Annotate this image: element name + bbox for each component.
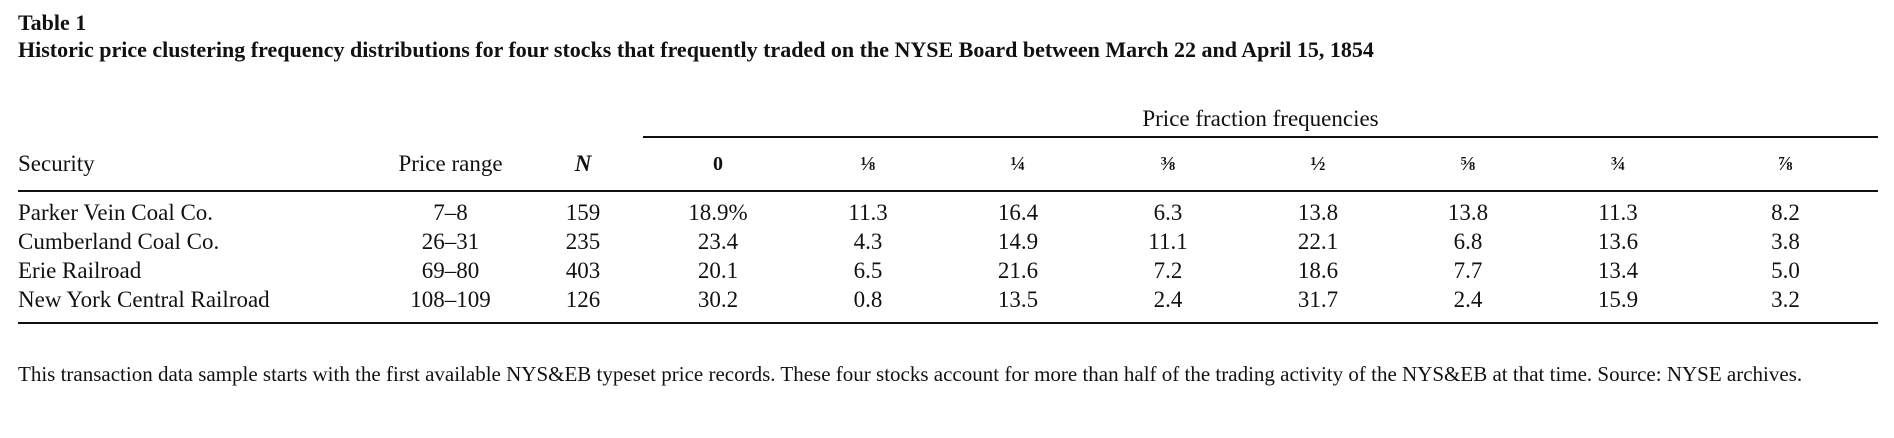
cell-frequency: 13.4 <box>1597 257 1639 283</box>
group-header-price-fraction-frequencies: Price fraction frequencies <box>643 94 1878 138</box>
table-row: Erie Railroad 69–80 403 20.1 6.5 21.6 7.… <box>18 256 1878 285</box>
table-row: Cumberland Coal Co. 26–31 235 23.4 4.3 1… <box>18 227 1878 256</box>
cell-frequency: 30.2 <box>643 285 793 324</box>
cell-frequency: 2.4 <box>1093 285 1243 324</box>
table-label: Table 1 <box>18 10 87 35</box>
cell-frequency: 13.8 <box>1447 199 1489 225</box>
cell-n: 126 <box>523 285 643 324</box>
cell-frequency: 5.0 <box>1771 257 1800 283</box>
cell-frequency: 11.3 <box>1598 199 1638 225</box>
table-row: Parker Vein Coal Co. 7–8 159 18.9% 11.3 … <box>18 191 1878 227</box>
header-n: N <box>523 137 643 192</box>
cell-frequency: 21.6 <box>997 257 1039 283</box>
cell-frequency: 4.3 <box>853 228 883 254</box>
cell-security: New York Central Railroad <box>18 285 378 324</box>
cell-frequency: 13.5 <box>943 285 1093 324</box>
cell-security: Cumberland Coal Co. <box>18 228 220 254</box>
cell-security: Erie Railroad <box>18 257 142 283</box>
header-fraction: ¼ <box>943 137 1093 192</box>
cell-frequency: 20.1 <box>697 257 739 283</box>
cell-frequency: 15.9 <box>1543 285 1693 324</box>
header-fraction: ⅜ <box>1093 137 1243 192</box>
cell-frequency: 11.3 <box>848 199 888 225</box>
cell-frequency: 8.2 <box>1771 199 1800 225</box>
cell-frequency: 22.1 <box>1297 228 1339 254</box>
cell-frequency: 13.8 <box>1297 199 1339 225</box>
cell-n: 235 <box>565 228 601 254</box>
header-fraction: ¾ <box>1543 137 1693 192</box>
cell-frequency: 16.4 <box>997 199 1039 225</box>
header-fraction: ½ <box>1243 137 1393 192</box>
cell-frequency: 31.7 <box>1243 285 1393 324</box>
cell-frequency: 18.9% <box>688 199 748 225</box>
cell-frequency: 6.5 <box>853 257 883 283</box>
cell-price-range: 69–80 <box>421 257 480 283</box>
cell-frequency: 14.9 <box>997 228 1039 254</box>
cell-security: Parker Vein Coal Co. <box>18 199 214 225</box>
cell-frequency: 2.4 <box>1393 285 1543 324</box>
cell-n: 403 <box>565 257 601 283</box>
cell-frequency: 18.6 <box>1297 257 1339 283</box>
cell-frequency: 6.8 <box>1453 228 1483 254</box>
group-header-row: Price fraction frequencies <box>18 94 1878 138</box>
cell-frequency: 0.8 <box>793 285 943 324</box>
table-row: New York Central Railroad 108–109 126 30… <box>18 285 1878 324</box>
header-price-range: Price range <box>378 137 523 192</box>
price-fraction-table: Price fraction frequencies Security Pric… <box>18 94 1878 324</box>
header-fraction: ⅞ <box>1693 137 1878 192</box>
cell-frequency: 11.1 <box>1148 228 1188 254</box>
table-container: Table 1 Historic price clustering freque… <box>18 10 1878 386</box>
cell-frequency: 7.2 <box>1153 257 1183 283</box>
header-security: Security <box>18 137 378 192</box>
table-footnote: This transaction data sample starts with… <box>18 362 1803 386</box>
cell-frequency: 7.7 <box>1453 257 1483 283</box>
cell-frequency: 23.4 <box>697 228 739 254</box>
cell-frequency: 13.6 <box>1597 228 1639 254</box>
cell-price-range: 7–8 <box>433 199 468 225</box>
cell-n: 159 <box>565 199 601 225</box>
cell-frequency: 3.8 <box>1771 228 1800 254</box>
header-fraction: 0 <box>643 137 793 192</box>
cell-frequency: 6.3 <box>1153 199 1183 225</box>
cell-price-range: 26–31 <box>421 228 480 254</box>
header-fraction: ⅛ <box>793 137 943 192</box>
header-fraction: ⅝ <box>1393 137 1543 192</box>
table-title: Historic price clustering frequency dist… <box>18 37 1374 62</box>
cell-price-range: 108–109 <box>378 285 523 324</box>
cell-frequency: 3.2 <box>1693 285 1878 324</box>
column-header-row: Security Price range N 0 ⅛ ¼ ⅜ ½ ⅝ ¾ ⅞ <box>18 137 1878 192</box>
